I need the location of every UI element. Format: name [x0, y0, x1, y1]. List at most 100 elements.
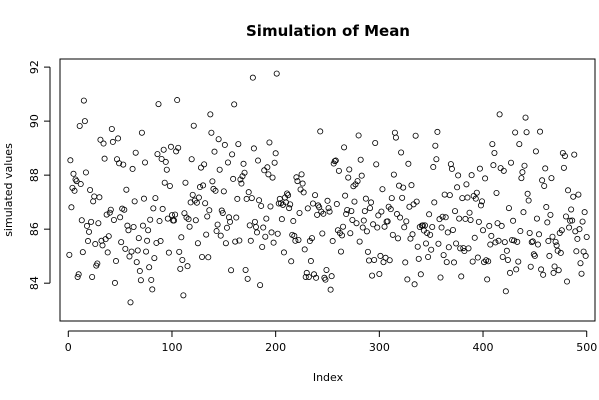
data-point — [164, 215, 171, 222]
data-point — [145, 227, 152, 234]
data-point — [344, 206, 351, 213]
data-point — [408, 182, 415, 189]
data-point — [448, 165, 455, 172]
data-point — [311, 271, 318, 278]
data-point — [328, 273, 335, 280]
data-point — [240, 160, 247, 167]
data-point — [306, 238, 313, 245]
data-point — [342, 192, 349, 199]
data-point — [186, 223, 193, 230]
data-point — [533, 215, 540, 222]
data-point — [378, 208, 385, 215]
data-point — [514, 238, 521, 245]
data-point — [444, 229, 451, 236]
data-point — [312, 192, 319, 199]
data-point — [216, 166, 223, 173]
data-point — [292, 237, 299, 244]
data-point — [389, 231, 396, 238]
data-point — [212, 187, 219, 194]
x-tick-label: 100 — [161, 341, 182, 354]
data-point — [376, 270, 383, 277]
data-point — [458, 273, 465, 280]
data-point — [488, 232, 495, 239]
data-point — [545, 238, 552, 245]
data-point — [560, 164, 567, 171]
data-point — [184, 263, 191, 270]
data-point — [286, 205, 293, 212]
data-point — [295, 236, 302, 243]
data-point — [480, 227, 487, 234]
data-points — [66, 70, 590, 306]
data-point — [126, 253, 133, 260]
x-tick-label: 300 — [369, 341, 390, 354]
y-tick-label: 86 — [28, 222, 41, 236]
data-point — [121, 206, 128, 213]
data-point — [211, 148, 218, 155]
data-point — [551, 263, 558, 270]
data-point — [208, 129, 215, 136]
data-point — [272, 150, 279, 157]
data-point — [325, 205, 332, 212]
y-axis: 84 86 88 90 92 — [28, 60, 51, 290]
data-point — [176, 248, 183, 255]
data-point — [456, 215, 463, 222]
data-point — [103, 211, 110, 218]
data-point — [435, 240, 442, 247]
data-point — [313, 274, 320, 281]
data-point — [124, 222, 131, 229]
data-point — [148, 276, 155, 283]
data-point — [503, 247, 510, 254]
data-point — [461, 248, 468, 255]
data-point — [207, 111, 214, 118]
data-point — [214, 221, 221, 228]
data-point — [309, 200, 316, 207]
data-point — [139, 222, 146, 229]
data-point — [177, 265, 184, 272]
data-point — [204, 213, 211, 220]
data-point — [167, 143, 174, 150]
data-point — [253, 229, 260, 236]
data-point — [300, 189, 307, 196]
data-point — [492, 239, 499, 246]
data-point — [351, 198, 358, 205]
data-point — [510, 217, 517, 224]
data-point — [494, 220, 501, 227]
data-point — [109, 138, 116, 145]
data-point — [417, 271, 424, 278]
data-point — [143, 248, 150, 255]
data-point — [457, 245, 464, 252]
data-point — [192, 217, 199, 224]
data-point — [302, 273, 309, 280]
data-point — [500, 167, 507, 174]
data-point — [223, 224, 230, 231]
data-point — [154, 151, 161, 158]
data-point — [258, 202, 265, 209]
data-point — [144, 237, 151, 244]
data-point — [203, 231, 210, 238]
data-point — [73, 178, 80, 185]
data-point — [238, 180, 245, 187]
data-point — [536, 231, 543, 238]
data-point — [538, 266, 545, 273]
data-point — [335, 167, 342, 174]
data-point — [307, 258, 314, 265]
data-point — [559, 149, 566, 156]
data-point — [571, 151, 578, 158]
data-point — [424, 229, 431, 236]
data-point — [205, 254, 212, 261]
data-point — [431, 199, 438, 206]
data-point — [414, 243, 421, 250]
data-point — [275, 200, 282, 207]
data-point — [320, 210, 327, 217]
data-point — [537, 128, 544, 135]
data-point — [442, 214, 449, 221]
y-axis-label: simulated values — [2, 143, 15, 237]
data-point — [370, 221, 377, 228]
data-point — [411, 281, 418, 288]
data-point — [199, 253, 206, 260]
data-point — [151, 255, 158, 262]
data-point — [135, 235, 142, 242]
data-point — [427, 231, 434, 238]
data-point — [583, 233, 590, 240]
data-point — [449, 226, 456, 233]
